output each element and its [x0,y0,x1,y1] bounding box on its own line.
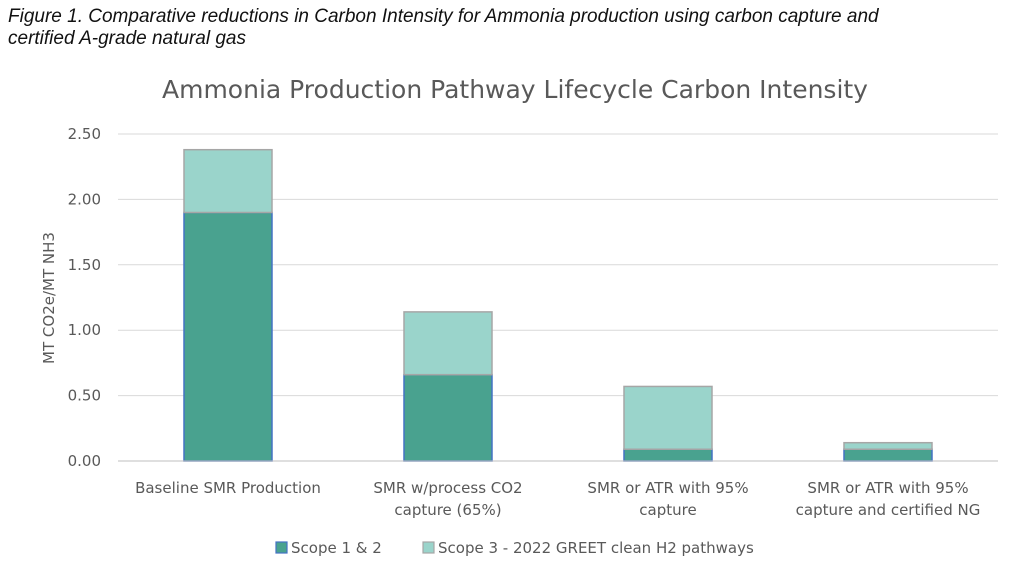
bar-scope-1-2 [623,448,713,462]
bar-scope-3 [403,311,493,376]
y-tick-label: 0.50 [68,387,101,405]
figure-caption: Figure 1. Comparative reductions in Carb… [8,6,1018,50]
legend-label: Scope 1 & 2 [291,539,382,557]
bar-scope-3 [623,385,713,450]
category-label: SMR w/process CO2 [373,479,522,497]
y-tick-label: 0.00 [68,452,101,470]
legend: Scope 1 & 2 Scope 3 - 2022 GREET clean H2… [275,539,754,557]
category-label: SMR or ATR with 95% [587,479,748,497]
bars [183,148,933,462]
y-axis-title: MT CO2e/MT NH3 [40,232,58,364]
category-label: capture and certified NG [796,501,981,519]
category-labels: Baseline SMR Production SMR w/process CO2… [135,479,980,519]
bar-scope-3 [183,148,273,214]
figure-caption-line-1: Figure 1. Comparative reductions in Carb… [8,6,879,27]
bar-scope-1-2 [183,211,273,462]
category-label: Baseline SMR Production [135,479,321,497]
y-tick-labels: 0.00 0.50 1.00 1.50 2.00 2.50 [68,125,101,470]
bar-scope-1-2 [843,448,933,462]
y-tick-label: 2.00 [68,190,101,208]
legend-label: Scope 3 - 2022 GREET clean H2 pathways [438,539,754,557]
chart-title: Ammonia Production Pathway Lifecycle Car… [162,75,868,104]
category-label: SMR or ATR with 95% [807,479,968,497]
category-label: capture [639,501,696,519]
legend-swatch [275,541,288,554]
legend-swatch [422,541,435,554]
y-tick-label: 1.00 [68,321,101,339]
y-tick-label: 1.50 [68,256,101,274]
category-label: capture (65%) [394,501,501,519]
figure-caption-line-2: certified A-grade natural gas [8,28,246,49]
y-tick-label: 2.50 [68,125,101,143]
bar-scope-3 [843,441,933,450]
bar-scope-1-2 [403,373,493,462]
